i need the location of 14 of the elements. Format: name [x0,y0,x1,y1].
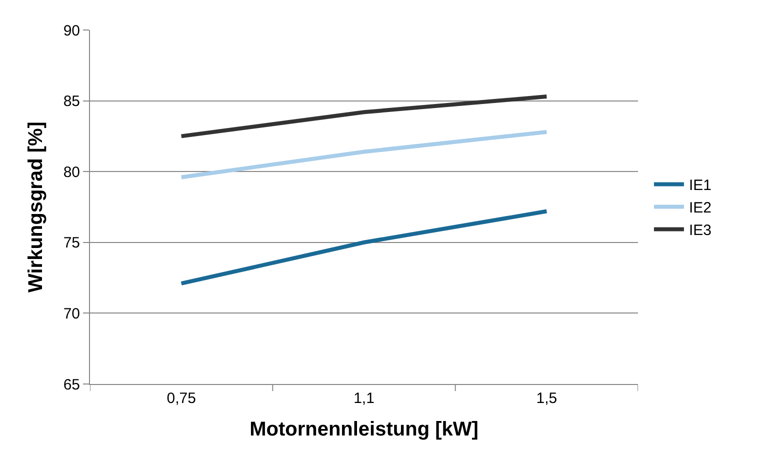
x-axis-title: Motornennleistung [kW] [250,418,478,440]
x-tick-label: 1,5 [536,390,558,407]
y-tick-label: 70 [63,305,80,322]
y-tick-label: 90 [63,22,80,40]
legend-label: IE3 [688,222,712,240]
legend-label: IE2 [688,200,712,217]
y-tick-label: 80 [63,164,80,181]
y-tick-label: 85 [63,93,80,110]
x-tick-label: 1,1 [354,390,374,407]
legend-label: IE1 [688,177,712,194]
y-tick-label: 75 [63,234,80,252]
x-tick-label: 0,75 [166,390,196,407]
y-axis-title: Wirkungsgrad [%] [24,122,47,292]
y-tick-label: 65 [63,376,80,394]
